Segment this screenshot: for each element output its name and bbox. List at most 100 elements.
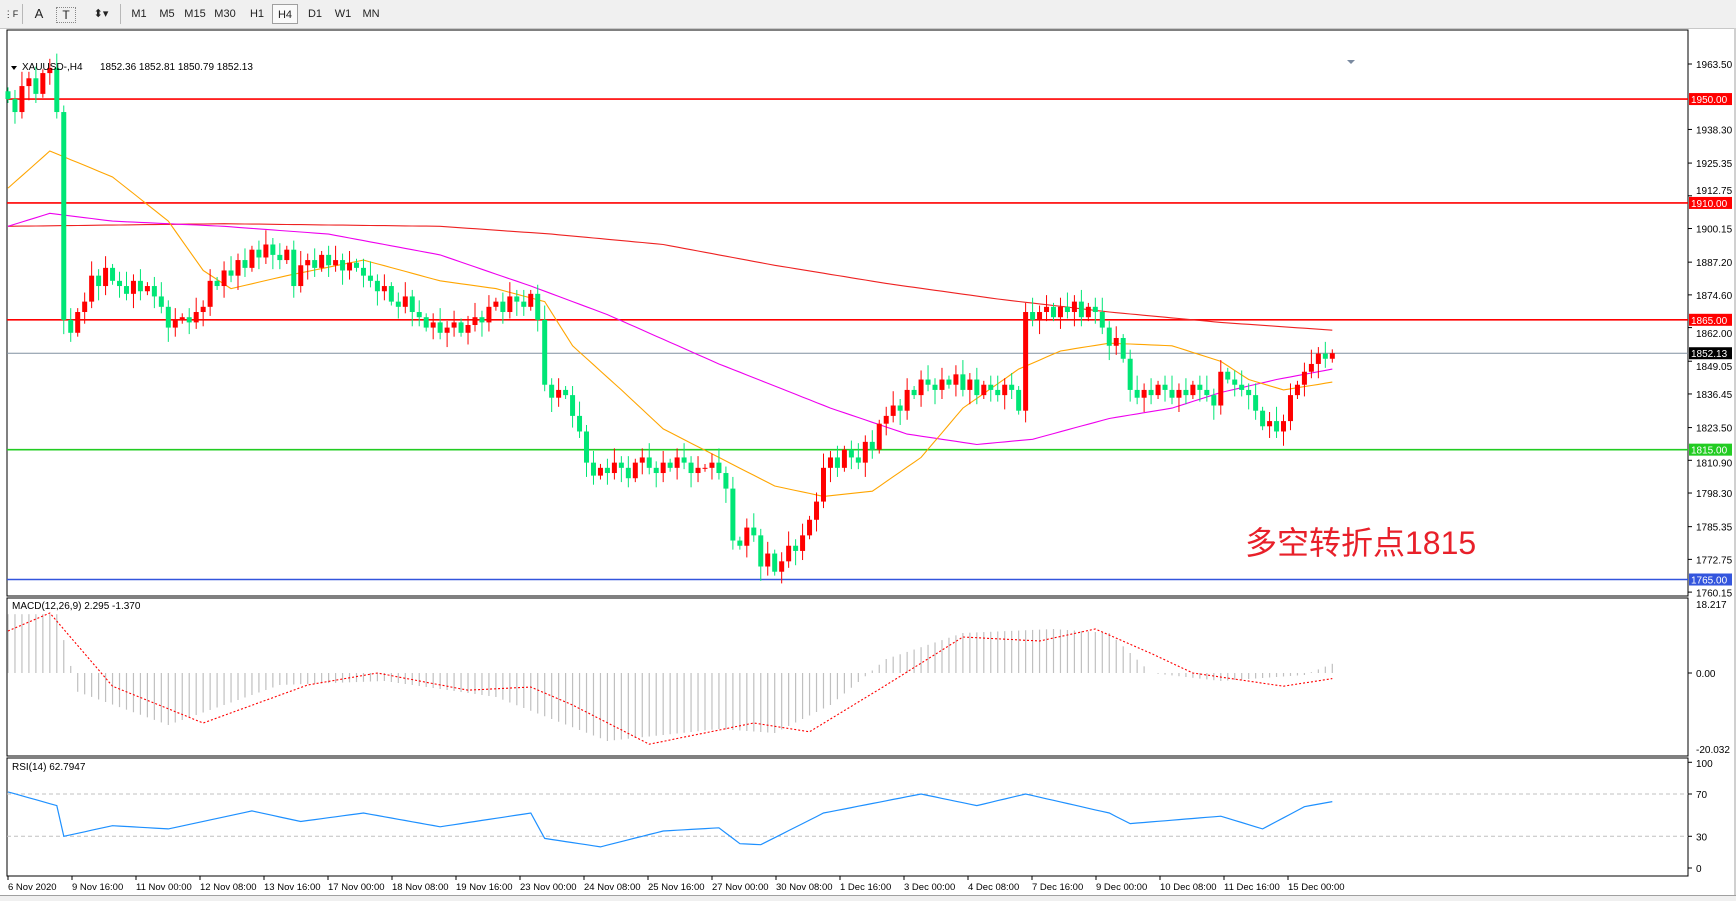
price-tick-label: 1823.50	[1696, 424, 1733, 435]
candle-body	[249, 249, 255, 268]
candle-body	[360, 267, 366, 276]
candle-body	[695, 467, 701, 474]
candle-body	[1044, 306, 1050, 313]
candle-body	[1051, 306, 1056, 318]
candle-body	[786, 545, 792, 562]
timeframe-mn-button[interactable]: MN	[362, 8, 380, 20]
time-label: 7 Dec 16:00	[1032, 882, 1083, 893]
timeframe-d1-button[interactable]: D1	[307, 8, 323, 20]
candle-body	[1190, 384, 1196, 396]
level-price-label: 1865.00	[1691, 316, 1728, 327]
candle-body	[563, 389, 569, 396]
candle-body	[820, 467, 826, 502]
toolbar-divider	[22, 4, 23, 24]
time-label: 19 Nov 16:00	[456, 882, 513, 893]
candle-body	[772, 553, 778, 572]
candle-body	[305, 260, 311, 266]
time-label: 30 Nov 08:00	[776, 882, 833, 893]
price-panel[interactable]	[6, 29, 1689, 597]
candle-body	[528, 293, 534, 307]
candle-body	[374, 280, 380, 292]
candle-body	[284, 249, 290, 261]
text-tool-icon[interactable]: A	[34, 6, 44, 21]
candle-body	[416, 312, 422, 318]
timeframe-m5-button[interactable]: M5	[159, 8, 175, 20]
timeframe-h1-button[interactable]: H1	[249, 8, 265, 20]
candle-body	[737, 540, 743, 546]
candle-body	[110, 267, 116, 281]
time-label: 27 Nov 00:00	[712, 882, 769, 893]
time-label: 12 Nov 08:00	[200, 882, 257, 893]
timeframe-m1-button[interactable]: M1	[131, 8, 147, 20]
candle-body	[779, 561, 785, 572]
candle-body	[270, 244, 276, 255]
candle-body	[312, 260, 318, 268]
price-tick-label: 1938.30	[1696, 125, 1733, 136]
candle-body	[911, 389, 917, 396]
candle-body	[995, 389, 1001, 396]
level-price-tag	[1689, 93, 1732, 106]
candle-body	[1023, 312, 1029, 411]
candle-body	[68, 319, 74, 333]
level-price-label: 1910.00	[1691, 199, 1728, 210]
candle-body	[702, 467, 708, 469]
candle-body	[395, 301, 401, 307]
rsi-panel[interactable]	[6, 757, 1689, 877]
macd-axis-label: 18.217	[1696, 600, 1727, 611]
collapse-triangle-icon[interactable]	[11, 66, 17, 70]
candle-body	[61, 112, 67, 320]
candle-body	[19, 86, 25, 113]
candle-body	[1329, 353, 1335, 359]
text-label-tool-icon[interactable]: T	[56, 7, 76, 23]
candle-body	[604, 467, 610, 474]
time-label: 13 Nov 16:00	[264, 882, 321, 893]
candle-body	[242, 260, 248, 268]
symbol-label: XAUUSD-,H4	[22, 62, 83, 73]
candle-body	[1009, 384, 1015, 390]
macd-axis-label: -20.032	[1696, 745, 1730, 756]
rsi-axis-label: 100	[1696, 759, 1713, 770]
candle-body	[103, 267, 109, 287]
candle-body	[597, 467, 603, 476]
level-price-label: 1950.00	[1691, 95, 1728, 106]
candle-body	[340, 260, 346, 271]
price-tick-label: 1798.30	[1696, 489, 1733, 500]
rsi-label: RSI(14) 62.7947	[12, 762, 86, 773]
candle-body	[1016, 389, 1022, 411]
candle-body	[1148, 389, 1154, 396]
candle-body	[827, 457, 833, 468]
timeframe-w1-button[interactable]: W1	[334, 8, 352, 20]
time-label: 11 Nov 00:00	[136, 882, 192, 893]
level-price-tag	[1689, 573, 1732, 586]
candle-body	[834, 457, 840, 468]
candle-body	[1315, 353, 1321, 364]
time-label: 25 Nov 16:00	[648, 882, 705, 893]
candle-body	[1239, 384, 1245, 390]
price-tick-label: 1900.15	[1696, 225, 1733, 236]
candle-body	[1176, 389, 1182, 398]
candle-body	[674, 457, 680, 468]
candle-body	[117, 280, 123, 287]
chart-window[interactable]: 1963.50 1938.30 1925.35 1912.75 1900.15 1887.…	[0, 28, 1736, 895]
candle-body	[730, 488, 736, 541]
candle-body	[1099, 312, 1105, 328]
candle-body	[1120, 337, 1126, 359]
candle-body	[1085, 306, 1091, 318]
price-tick-label: 1862.00	[1696, 329, 1733, 340]
candle-body	[1155, 384, 1161, 396]
candle-body	[814, 501, 820, 520]
timeframe-m15-button[interactable]: M15	[184, 8, 206, 20]
candle-body	[1078, 301, 1084, 318]
time-label: 10 Dec 08:00	[1160, 882, 1217, 893]
candle-body	[214, 280, 220, 287]
period-separator-icon[interactable]: ⋮F	[3, 9, 19, 19]
candle-body	[751, 527, 757, 536]
candle-body	[89, 275, 95, 302]
candle-body	[1037, 312, 1043, 320]
arrows-tool-icon[interactable]: ⬍▾	[93, 8, 109, 20]
candle-body	[904, 389, 910, 411]
timeframe-h4-button[interactable]: H4	[272, 4, 298, 24]
candle-body	[967, 379, 973, 390]
candle-body	[618, 462, 624, 468]
timeframe-m30-button[interactable]: M30	[214, 8, 236, 20]
